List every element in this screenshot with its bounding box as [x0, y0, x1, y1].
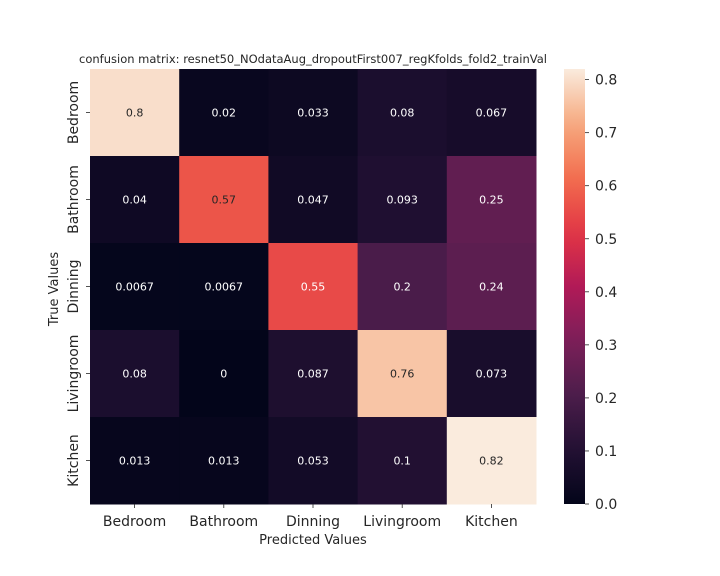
y-tick-label: Bedroom [66, 81, 82, 144]
cell-value-label: 0.02 [212, 107, 237, 120]
cell-value-label: 0.013 [119, 455, 151, 468]
heatmap-cell [357, 243, 448, 331]
heatmap-cell [90, 330, 180, 418]
cell-value-label: 0.57 [212, 194, 237, 207]
cell-value-label: 0.76 [390, 368, 415, 381]
cell-value-label: 0.073 [476, 368, 508, 381]
heatmap-cell [357, 330, 448, 418]
cell-value-label: 0.087 [297, 368, 329, 381]
heatmap-cell [357, 156, 448, 244]
y-tick-label: Livingroom [66, 335, 82, 413]
colorbar-tick-label: 0.0 [595, 497, 617, 513]
cell-value-label: 0.1 [393, 455, 411, 468]
cell-value-label: 0.033 [297, 107, 329, 120]
x-tick-label: Bathroom [189, 514, 258, 530]
heatmap-cell [179, 69, 269, 157]
heatmap-cell [179, 243, 269, 331]
cell-value-label: 0.093 [386, 194, 418, 207]
heatmap-cell [446, 69, 537, 157]
colorbar-tick-label: 0.6 [595, 179, 617, 195]
cell-value-label: 0.04 [122, 194, 147, 207]
colorbar-tick-label: 0.7 [595, 126, 617, 142]
heatmap-cell [268, 330, 359, 418]
y-tick-label: Kitchen [66, 434, 82, 487]
cell-value-label: 0.053 [297, 455, 329, 468]
cell-value-label: 0.047 [297, 194, 329, 207]
x-tick-label: Bedroom [103, 514, 166, 530]
cell-value-label: 0.2 [393, 281, 411, 294]
colorbar-tick-label: 0.3 [595, 338, 617, 354]
cell-value-label: 0.55 [301, 281, 326, 294]
colorbar: 0.0 0.1 0.2 0.3 0.4 0.5 0.6 0.7 0.8 [564, 69, 617, 513]
cell-value-label: 0.08 [122, 368, 147, 381]
y-tick-labels: Bedroom Bathroom Dinning Livingroom Kitchen [66, 81, 90, 487]
y-tick-label: Dinning [66, 259, 82, 313]
x-tick-label: Dinning [286, 514, 340, 530]
heatmap-cell [268, 156, 359, 244]
x-tick-label: Kitchen [465, 514, 518, 530]
cell-value-label: 0.013 [208, 455, 240, 468]
y-tick-label: Bathroom [66, 165, 82, 234]
colorbar-tick-label: 0.8 [595, 73, 617, 89]
cell-value-label: 0.067 [476, 107, 508, 120]
heatmap-cell [90, 69, 180, 157]
heatmap-cell [90, 156, 180, 244]
heatmap-cell [179, 417, 269, 505]
chart-title: confusion matrix: resnet50_NOdataAug_dro… [79, 52, 547, 66]
heatmap-cell [446, 417, 537, 505]
colorbar-gradient [564, 69, 585, 504]
cell-value-label: 0.08 [390, 107, 415, 120]
colorbar-tick-label: 0.2 [595, 391, 617, 407]
heatmap-cell [446, 156, 537, 244]
heatmap-cell [357, 417, 448, 505]
x-tick-labels: Bedroom Bathroom Dinning Livingroom Kitchen [103, 504, 518, 530]
colorbar-tick-label: 0.5 [595, 232, 617, 248]
heatmap-cell [179, 330, 269, 418]
heatmap-cell [446, 243, 537, 331]
heatmap-cell [268, 69, 359, 157]
colorbar-tick-label: 0.4 [595, 285, 617, 301]
heatmap-cell [268, 243, 359, 331]
cell-value-label: 0 [220, 368, 227, 381]
heatmap-cell [179, 156, 269, 244]
cell-value-label: 0.25 [479, 194, 504, 207]
cell-value-label: 0.8 [126, 107, 144, 120]
cell-value-label: 0.0067 [115, 281, 154, 294]
heatmap-cells: 0.8 0.02 0.033 0.08 0.067 0.04 0.57 0.047 0.093 0… [90, 69, 537, 505]
heatmap-cell [90, 243, 180, 331]
colorbar-tick-label: 0.1 [595, 444, 617, 460]
cell-value-label: 0.82 [479, 455, 504, 468]
heatmap-cell [446, 330, 537, 418]
x-tick-label: Livingroom [363, 514, 441, 530]
x-axis-label: Predicted Values [259, 533, 367, 548]
heatmap-cell [90, 417, 180, 505]
y-axis-label: True Values [47, 252, 62, 327]
heatmap-cell [357, 69, 448, 157]
cell-value-label: 0.0067 [205, 281, 244, 294]
heatmap-cell [268, 417, 359, 505]
cell-value-label: 0.24 [479, 281, 504, 294]
